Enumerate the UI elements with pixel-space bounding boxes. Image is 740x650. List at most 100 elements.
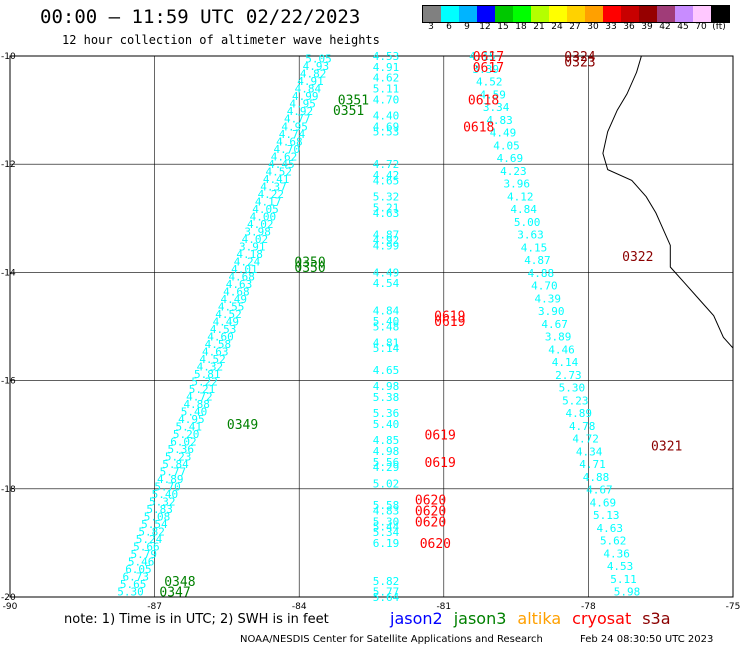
color-scale-swatch: [639, 6, 657, 22]
wave-height-value: 4.41: [263, 173, 290, 186]
color-scale-label: 42: [659, 22, 671, 32]
wave-height-value: 4.67: [586, 484, 613, 497]
wave-height-value: 4.68: [228, 270, 255, 283]
wave-height-value: 4.68: [276, 135, 303, 148]
pass-time-label: 0619: [434, 315, 465, 330]
color-scale-label: 18: [515, 22, 527, 32]
wave-height-value: 4.63: [373, 207, 400, 220]
wave-height-value: 4.70: [273, 143, 300, 156]
wave-height-value: 4.55: [218, 300, 245, 313]
coastline: [602, 55, 734, 349]
wave-height-value: 4.84: [373, 304, 400, 317]
wave-height-value: 4.98: [373, 445, 400, 458]
color-scale-label: 21: [533, 22, 545, 32]
satellite-legend-entry: jason2: [390, 609, 443, 628]
wave-height-value: 5.11: [373, 82, 400, 95]
wave-height-value: 3.96: [504, 178, 531, 191]
pass-time-label: 0348: [164, 575, 195, 590]
color-scale-label: 6: [446, 22, 452, 32]
wave-height-value: 5.23: [562, 394, 589, 407]
longitude-tick-label: -90: [3, 602, 18, 612]
color-scale-swatch: [477, 6, 495, 22]
wave-height-value: 5.44: [373, 521, 400, 534]
wave-height-value: 5.34: [373, 526, 400, 539]
wave-height-value: 4.95: [281, 120, 308, 133]
color-scale-label: 9: [464, 22, 470, 32]
color-scale-swatch: [693, 6, 711, 22]
wave-height-value: 5.79: [130, 548, 157, 561]
satellite-legend-entry: jason3: [453, 609, 507, 628]
wave-height-value: 4.40: [373, 110, 400, 123]
pass-time-label: 0323: [564, 55, 595, 70]
wave-height-value: 4.29: [373, 461, 400, 474]
wave-height-value: 4.49: [490, 127, 517, 140]
wave-height-value: 5.00: [514, 216, 541, 229]
wave-height-value: 4.34: [576, 445, 603, 458]
wave-height-value: 4.59: [479, 88, 506, 101]
wave-height-value: 4.63: [202, 345, 229, 358]
satellite-legend-entry: s3a: [642, 609, 671, 628]
color-scale-swatch: [513, 6, 531, 22]
wave-height-value: 5.21: [373, 201, 400, 214]
wave-height-value: 4.87: [373, 229, 400, 242]
wave-height-value: 5.56: [373, 456, 400, 469]
pass-time-label: 0620: [415, 515, 446, 530]
wave-height-value: 4.15: [469, 50, 496, 63]
latitude-tick-label: -18: [1, 485, 16, 495]
wave-height-value: 4.05: [493, 139, 520, 152]
pass-time-label: 0620: [420, 537, 451, 552]
wave-height-value: 5.77: [160, 466, 187, 479]
wave-height-value: 4.53: [373, 50, 400, 63]
wave-height-value: 4.02: [247, 218, 274, 231]
generation-timestamp: Feb 24 08:30:50 UTC 2023: [580, 634, 714, 645]
wave-height-value: 6.05: [125, 563, 152, 576]
color-scale-swatch: [585, 6, 603, 22]
color-scale-swatch: [675, 6, 693, 22]
wave-height-value: 4.92: [287, 105, 314, 118]
wave-height-value: 4.72: [572, 433, 599, 446]
wave-height-value: 4.36: [603, 547, 630, 560]
wave-height-value: 5.40: [373, 315, 400, 328]
wave-height-value: 5.32: [149, 496, 176, 509]
color-scale-label: 30: [587, 22, 599, 32]
pass-time-label: 0322: [622, 250, 653, 265]
wave-height-value: 4.89: [157, 473, 184, 486]
wave-height-value: 4.58: [205, 338, 232, 351]
wave-height-value: 4.68: [223, 285, 250, 298]
wave-height-value: 2.73: [555, 369, 582, 382]
wave-height-value: 4.95: [178, 413, 205, 426]
pass-time-label: 0350: [294, 256, 325, 271]
wave-height-value: 4.84: [510, 203, 537, 216]
wave-height-value: 4.69: [373, 120, 400, 133]
wave-height-value: 5.11: [610, 573, 637, 586]
wave-height-value: 5.84: [162, 458, 189, 471]
wave-height-value: 5.40: [181, 405, 208, 418]
wave-height-value: 4.63: [596, 522, 623, 535]
wave-height-value: 4.37: [260, 180, 287, 193]
pass-time-label: 0349: [227, 418, 258, 433]
pass-time-label: 0620: [415, 494, 446, 509]
wave-height-value: 3.89: [545, 331, 572, 344]
wave-height-value: 4.49: [373, 266, 400, 279]
longitude-tick-label: -84: [292, 602, 307, 612]
wave-height-value: 4.53: [607, 560, 634, 573]
wave-height-value: 4.01: [231, 263, 258, 276]
latitude-tick-label: -14: [1, 268, 16, 278]
wave-height-value: 4.69: [497, 152, 524, 165]
wave-height-value: 5.05: [305, 53, 332, 66]
color-scale-swatch: [495, 6, 513, 22]
wave-height-value: 4.46: [548, 343, 575, 356]
wave-height-value: 4.53: [210, 323, 237, 336]
wave-height-value: 4.88: [583, 471, 610, 484]
pass-time-label: 0619: [425, 456, 456, 471]
wave-height-value: 4.17: [255, 195, 282, 208]
color-scale-label: 36: [623, 22, 635, 32]
pass-time-label: 0350: [294, 261, 325, 276]
wave-height-value: 4.14: [552, 356, 579, 369]
wave-height-value: 5.41: [175, 420, 202, 433]
wave-height-value: 4.52: [266, 165, 293, 178]
wave-height-value: 4.52: [476, 76, 503, 89]
wave-height-value: 5.38: [373, 391, 400, 404]
wave-height-value: 5.65: [120, 578, 147, 591]
wave-height-value: 4.65: [373, 174, 400, 187]
